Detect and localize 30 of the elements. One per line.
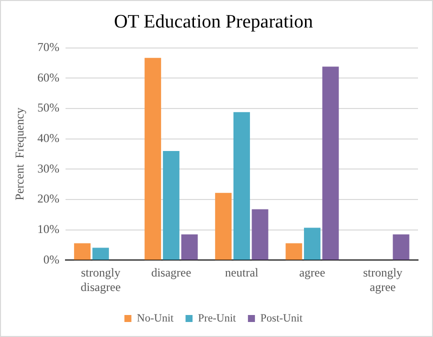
bar: [392, 234, 410, 260]
y-tick-label: 10%: [37, 222, 60, 236]
y-tick-label: 0%: [43, 252, 60, 266]
y-tick-label: 20%: [37, 192, 60, 206]
chart-title: OT Education Preparation: [114, 11, 314, 32]
y-tick-label: 60%: [37, 70, 60, 84]
y-tick-label: 70%: [37, 40, 60, 54]
x-tick-label: disagree: [151, 266, 192, 280]
x-tick-label: agree: [299, 266, 326, 280]
y-tick-label: 30%: [37, 161, 60, 176]
legend-label: Post-Unit: [260, 312, 303, 324]
bar: [181, 234, 198, 260]
bar: [286, 243, 302, 260]
bar: [92, 248, 109, 260]
y-axis-title: Percent Frequency: [12, 108, 26, 200]
bar: [162, 150, 180, 260]
bar: [144, 58, 162, 260]
bar: [252, 209, 268, 260]
y-tick-label: 40%: [37, 130, 60, 145]
legend-label: Pre-Unit: [198, 312, 236, 324]
x-tick-label: strongly agree: [363, 266, 402, 294]
bar: [215, 192, 232, 260]
x-tick-label: neutral: [225, 266, 260, 280]
legend-label: No-Unit: [136, 312, 174, 324]
bar: [322, 66, 339, 260]
bar: [74, 243, 91, 260]
x-tick-label: strongly disagree: [80, 266, 121, 294]
y-tick-label: 50%: [37, 100, 60, 115]
bar: [304, 228, 320, 260]
bar: [233, 112, 250, 260]
